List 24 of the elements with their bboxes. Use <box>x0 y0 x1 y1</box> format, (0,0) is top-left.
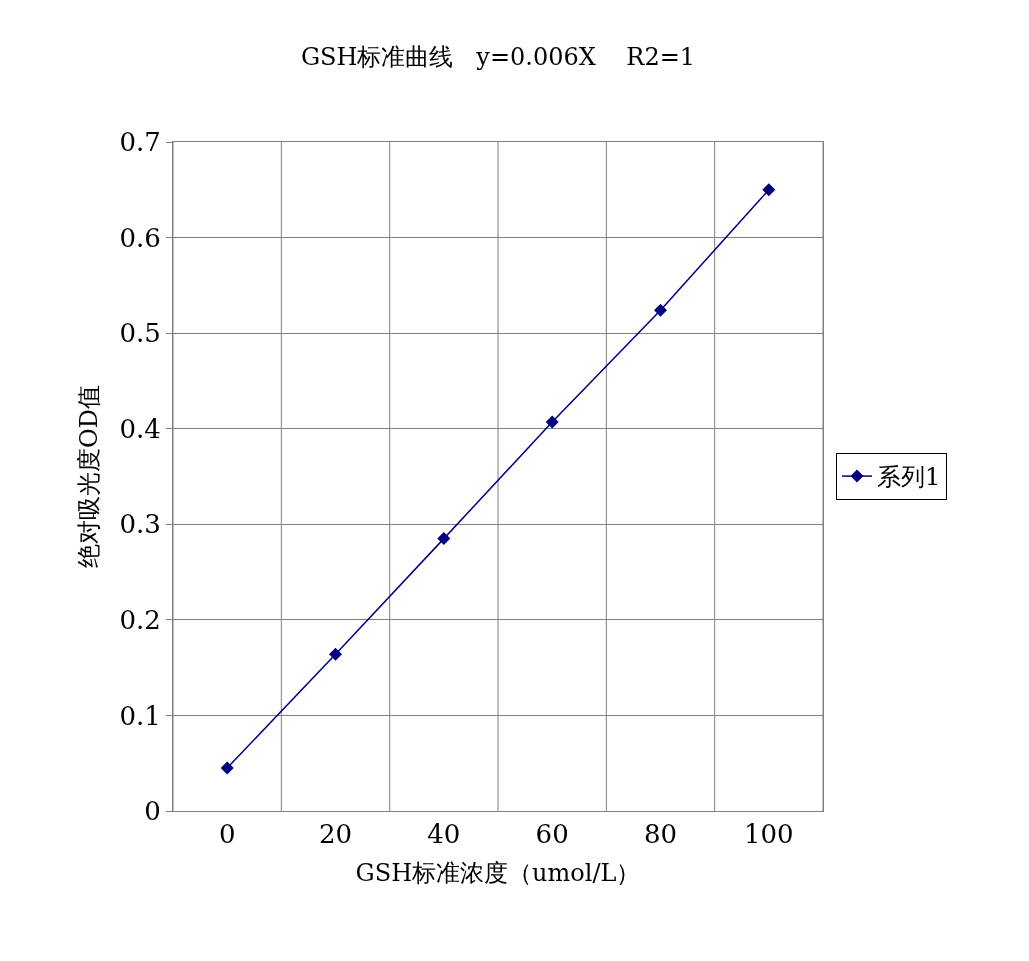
y-tick-label: 0.2 <box>119 604 161 635</box>
legend-label: 系列1 <box>877 463 941 492</box>
y-tick-label: 0.1 <box>119 700 161 731</box>
y-tick-label: 0 <box>144 796 161 827</box>
x-tick-label: 20 <box>318 819 353 850</box>
x-tick-label: 60 <box>535 819 569 850</box>
chart-title: GSH标准曲线 y=0.006X R2=1 <box>300 42 696 71</box>
x-tick-label: 0 <box>218 819 236 850</box>
x-tick-label: 40 <box>427 819 461 850</box>
y-tick-label: 0.6 <box>119 222 161 253</box>
x-tick-label: 80 <box>643 819 678 850</box>
y-axis-title: 绝对吸光度OD值 <box>74 385 103 568</box>
x-axis-title: GSH标准浓度（umol/L） <box>355 858 641 887</box>
point <box>437 532 451 546</box>
y-tick-label: 0.4 <box>119 413 161 444</box>
point <box>220 761 234 775</box>
point <box>329 647 342 661</box>
point <box>654 303 667 317</box>
y-tick-label: 0.3 <box>119 509 161 540</box>
x-tick-label: 100 <box>744 819 794 850</box>
y-tick-label: 0.7 <box>119 127 161 158</box>
y-tick-label: 0.5 <box>119 318 161 349</box>
point <box>545 415 559 429</box>
point <box>762 183 776 197</box>
